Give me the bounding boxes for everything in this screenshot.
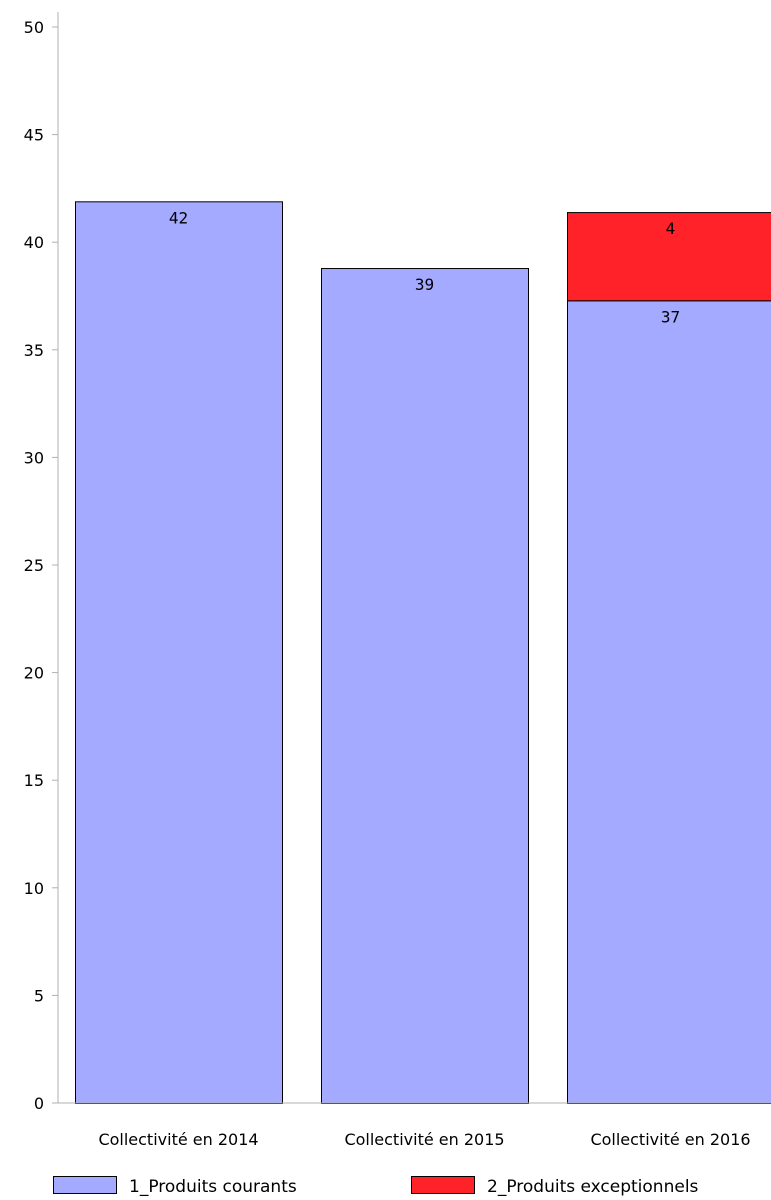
bar-segment bbox=[321, 268, 529, 1104]
bars: 42 39 37 4 bbox=[75, 201, 771, 1104]
x-category-label: Collectivité en 2016 bbox=[590, 1130, 750, 1149]
y-tick-label: 35 bbox=[24, 341, 44, 360]
legend: 1_Produits courants 2_Produits exceptionn… bbox=[53, 1176, 699, 1197]
x-axis: Collectivité en 2014 Collectivité en 2015… bbox=[52, 1102, 771, 1149]
bar-segment bbox=[567, 212, 771, 302]
bar-segment bbox=[567, 300, 771, 1104]
x-category-label: Collectivité en 2014 bbox=[98, 1130, 258, 1149]
bar-segment bbox=[75, 201, 283, 1104]
bar-value-label: 39 bbox=[415, 275, 434, 294]
y-tick-label: 50 bbox=[24, 18, 44, 37]
y-axis: 0 5 10 15 20 25 30 35 40 45 50 bbox=[24, 12, 59, 1113]
y-tick-label: 45 bbox=[24, 126, 44, 145]
legend-swatch bbox=[411, 1176, 475, 1194]
bar-value-label: 4 bbox=[666, 219, 676, 238]
legend-label: 1_Produits courants bbox=[129, 1177, 297, 1197]
bar-value-label: 37 bbox=[661, 307, 680, 326]
y-tick-label: 0 bbox=[34, 1094, 44, 1113]
y-tick-label: 10 bbox=[24, 879, 44, 898]
y-tick-label: 30 bbox=[24, 448, 44, 467]
y-tick-label: 25 bbox=[24, 556, 44, 575]
y-tick-label: 20 bbox=[24, 664, 44, 683]
x-category-label: Collectivité en 2015 bbox=[344, 1130, 504, 1149]
legend-swatch bbox=[53, 1176, 117, 1194]
legend-label: 2_Produits exceptionnels bbox=[487, 1177, 699, 1197]
y-tick-label: 40 bbox=[24, 233, 44, 252]
bar-value-label: 42 bbox=[169, 208, 188, 227]
y-tick-label: 5 bbox=[34, 986, 44, 1005]
y-tick-label: 15 bbox=[24, 771, 44, 790]
